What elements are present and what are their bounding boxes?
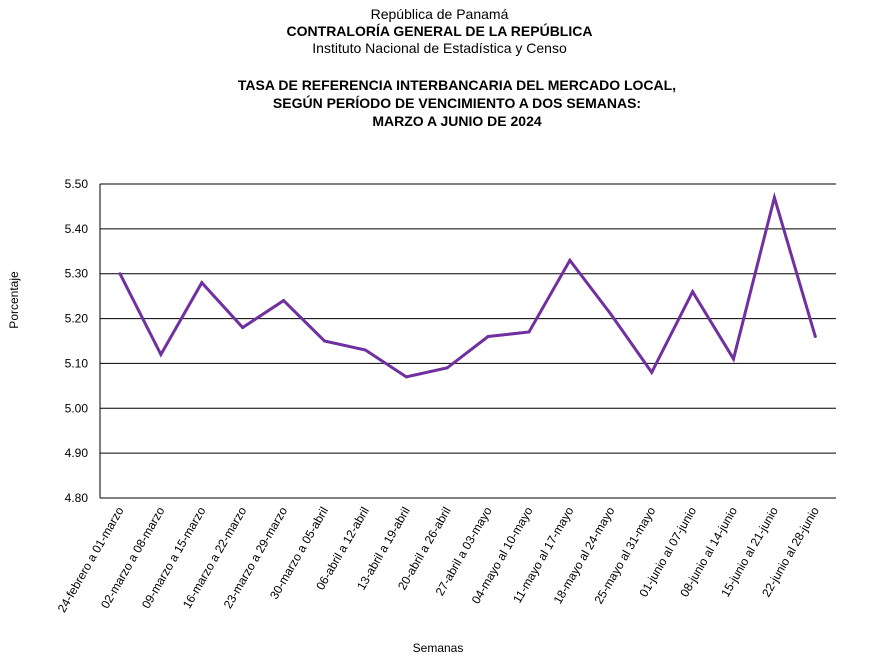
chart-title-line-1: TASA DE REFERENCIA INTERBANCARIA DEL MER… — [237, 77, 677, 93]
header-institute: Instituto Nacional de Estadística y Cens… — [312, 40, 567, 56]
chart-title-line-2: SEGÚN PERÍODO DE VENCIMIENTO A DOS SEMAN… — [272, 95, 642, 111]
header-country: República de Panamá — [370, 6, 509, 22]
data-points — [118, 195, 817, 379]
data-point — [200, 281, 204, 285]
series-line — [118, 191, 817, 379]
data-point — [159, 352, 163, 356]
y-tick-label: 5.40 — [65, 222, 89, 236]
data-point — [404, 375, 408, 379]
data-point — [813, 335, 817, 339]
data-point — [118, 272, 122, 276]
y-tick-label: 5.50 — [65, 177, 89, 191]
y-tick-label: 5.20 — [65, 312, 89, 326]
data-point — [650, 370, 654, 374]
data-point — [609, 312, 613, 316]
data-point — [282, 299, 286, 303]
header-institution: CONTRALORÍA GENERAL DE LA REPÚBLICA — [286, 23, 593, 39]
data-point — [732, 357, 735, 361]
y-tick-label: 5.00 — [65, 401, 89, 415]
data-point — [363, 348, 367, 352]
y-tick-label: 4.90 — [65, 446, 89, 460]
y-tick-label: 4.80 — [65, 491, 89, 505]
gridlines — [99, 183, 836, 499]
data-point — [772, 195, 776, 199]
data-point — [486, 335, 490, 339]
y-axis-label: Porcentaje — [7, 271, 21, 329]
chart-title-line-3: MARZO A JUNIO DE 2024 — [372, 113, 542, 129]
data-point — [527, 330, 531, 334]
x-axis-label: Semanas — [413, 641, 464, 655]
y-tick-label: 5.10 — [65, 356, 89, 370]
data-point — [691, 290, 695, 294]
data-point — [323, 339, 326, 343]
data-point — [241, 326, 245, 330]
y-tick-label: 5.30 — [65, 267, 89, 281]
data-point — [568, 258, 572, 262]
y-tick-labels: 4.80 4.90 5.00 5.10 5.20 5.30 5.40 5.50 — [65, 177, 89, 505]
data-point — [445, 366, 449, 370]
